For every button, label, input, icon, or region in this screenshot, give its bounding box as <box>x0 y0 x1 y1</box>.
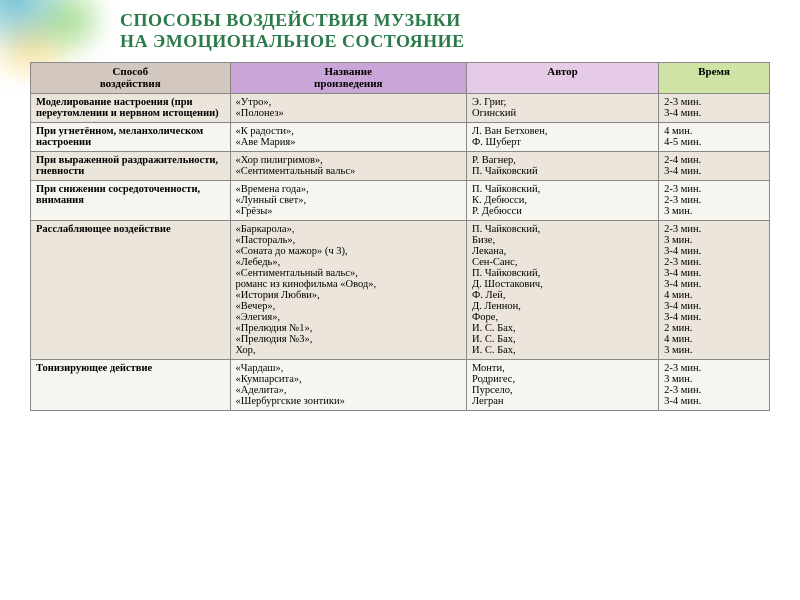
cell-times: 2-3 мин.3-4 мин. <box>659 94 770 123</box>
table-header-row: Способвоздействия Названиепроизведения А… <box>31 63 770 94</box>
col-header-work: Названиепроизведения <box>230 63 466 94</box>
cell-works: «Хор пилигримов»,«Сентиментальный вальс» <box>230 152 466 181</box>
music-effects-table: Способвоздействия Названиепроизведения А… <box>30 62 770 411</box>
cell-method: Тонизирующее действие <box>31 360 231 411</box>
table-body: Моделирование настроения (при переутомле… <box>31 94 770 411</box>
cell-times: 2-3 мин.3 мин.3-4 мин.2-3 мин.3-4 мин.3-… <box>659 221 770 360</box>
col-header-author: Автор <box>466 63 658 94</box>
title-line-1: СПОСОБЫ ВОЗДЕЙСТВИЯ МУЗЫКИ <box>120 10 800 31</box>
col-header-method: Способвоздействия <box>31 63 231 94</box>
table-row: При выраженной раздражительности, гневно… <box>31 152 770 181</box>
cell-times: 2-3 мин.2-3 мин.3 мин. <box>659 181 770 221</box>
table-row: При угнетённом, меланхолическом настроен… <box>31 123 770 152</box>
cell-works: «Утро»,«Полонез» <box>230 94 466 123</box>
cell-method: При угнетённом, меланхолическом настроен… <box>31 123 231 152</box>
table-row: При снижении сосредоточенности, внимания… <box>31 181 770 221</box>
cell-works: «Чардаш»,«Кумпарсита»,«Аделита»,«Шербург… <box>230 360 466 411</box>
cell-method: Моделирование настроения (при переутомле… <box>31 94 231 123</box>
cell-works: «К радости»,«Аве Мария» <box>230 123 466 152</box>
cell-method: При выраженной раздражительности, гневно… <box>31 152 231 181</box>
cell-authors: Э. Григ,Огинский <box>466 94 658 123</box>
title-line-2: НА ЭМОЦИОНАЛЬНОЕ СОСТОЯНИЕ <box>120 31 800 52</box>
col-header-time: Время <box>659 63 770 94</box>
cell-times: 4 мин.4-5 мин. <box>659 123 770 152</box>
cell-times: 2-3 мин.3 мин.2-3 мин.3-4 мин. <box>659 360 770 411</box>
cell-authors: П. Чайковский,К. Дебюсси,Р. Дебюсси <box>466 181 658 221</box>
cell-authors: П. Чайковский,Бизе,Лекана,Сен-Санс,П. Ча… <box>466 221 658 360</box>
cell-times: 2-4 мин.3-4 мин. <box>659 152 770 181</box>
table-row: Моделирование настроения (при переутомле… <box>31 94 770 123</box>
cell-method: При снижении сосредоточенности, внимания <box>31 181 231 221</box>
table-row: Расслабляющее воздействие «Баркарола»,«П… <box>31 221 770 360</box>
table-row: Тонизирующее действие «Чардаш»,«Кумпарси… <box>31 360 770 411</box>
page-title: СПОСОБЫ ВОЗДЕЙСТВИЯ МУЗЫКИ НА ЭМОЦИОНАЛЬ… <box>0 0 800 58</box>
cell-authors: Р. Вагнер,П. Чайковский <box>466 152 658 181</box>
cell-works: «Времена года»,«Лунный свет»,«Грёзы» <box>230 181 466 221</box>
cell-works: «Баркарола»,«Пастораль»,«Соната до мажор… <box>230 221 466 360</box>
cell-method: Расслабляющее воздействие <box>31 221 231 360</box>
cell-authors: Л. Ван Бетховен,Ф. Шуберт <box>466 123 658 152</box>
cell-authors: Монти,Родригес,Пурсело,Легран <box>466 360 658 411</box>
